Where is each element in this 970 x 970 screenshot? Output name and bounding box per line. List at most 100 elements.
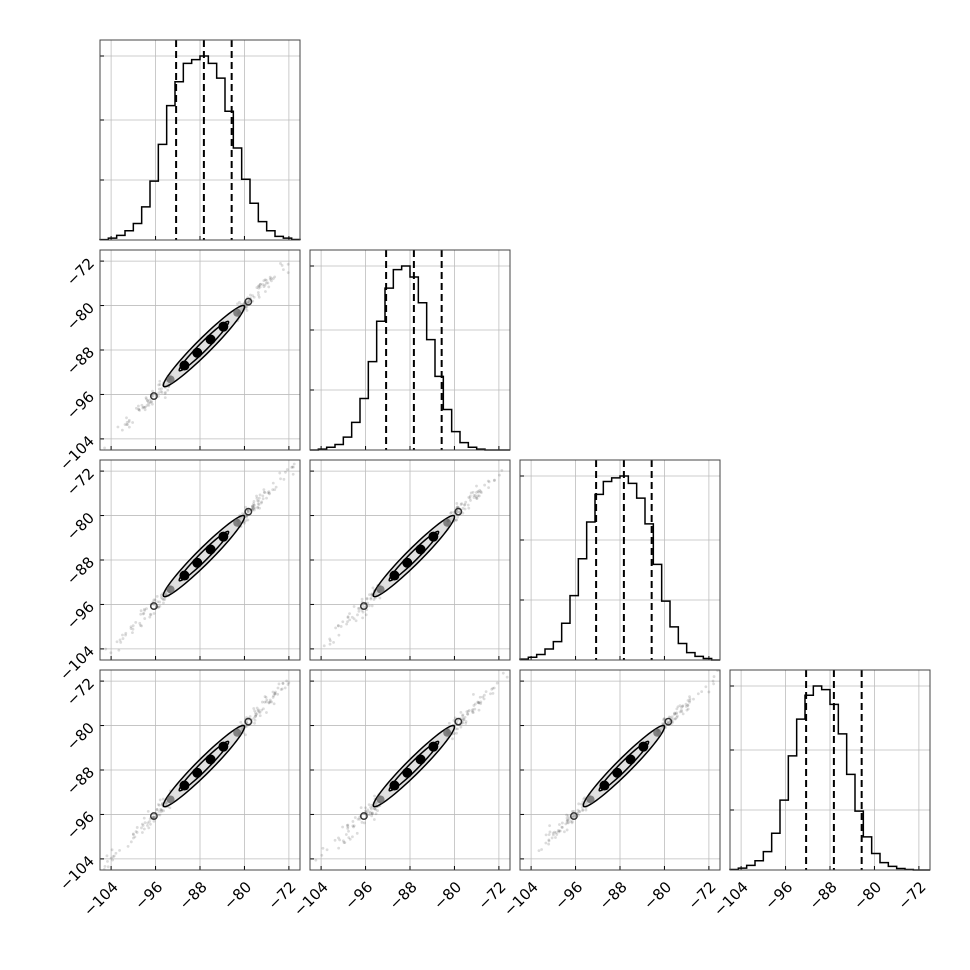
- scatter-point: [473, 494, 477, 497]
- scatter-point: [355, 831, 359, 835]
- scatter-point: [258, 506, 261, 510]
- scatter-point: [474, 491, 478, 494]
- scatter-point: [344, 833, 348, 836]
- scatter-point: [361, 603, 365, 607]
- scatter-point: [357, 607, 360, 610]
- scatter-point: [250, 504, 254, 508]
- scatter-point: [370, 807, 373, 811]
- scatter-point: [157, 605, 161, 609]
- scatter-point: [459, 503, 463, 506]
- scatter-point: [465, 710, 469, 714]
- scatter-point: [479, 491, 483, 494]
- scatter-point: [704, 685, 708, 689]
- x-tick-label: −80: [430, 878, 465, 913]
- scatter-point: [696, 692, 700, 696]
- scatter-point: [456, 510, 459, 513]
- scatter-point: [257, 284, 261, 288]
- scatter-point: [138, 621, 142, 625]
- scatter-point: [675, 711, 678, 715]
- scatter-point: [341, 839, 345, 843]
- scatter-point: [164, 391, 167, 394]
- scatter-point: [159, 810, 163, 814]
- scatter-point: [276, 686, 280, 690]
- scatter-point: [152, 612, 156, 615]
- scatter-point: [148, 615, 152, 619]
- scatter-point: [109, 856, 113, 860]
- scatter-point: [358, 607, 361, 610]
- scatter-point: [565, 819, 569, 823]
- scatter-point: [254, 711, 257, 715]
- density-blob: [415, 544, 426, 555]
- scatter-point: [159, 808, 163, 812]
- scatter-point: [461, 506, 465, 510]
- scatter-point: [338, 838, 342, 842]
- scatter-point: [337, 633, 341, 637]
- scatter-point: [144, 397, 148, 401]
- scatter-point: [563, 830, 566, 834]
- scatter-point: [262, 490, 266, 494]
- scatter-point: [472, 693, 475, 696]
- contour-inner: [388, 740, 440, 792]
- scatter-point: [292, 462, 296, 466]
- density-blob: [428, 531, 439, 542]
- scatter-point: [674, 712, 678, 716]
- scatter-point: [96, 657, 99, 660]
- scatter-point: [291, 465, 294, 469]
- scatter-point: [352, 825, 355, 829]
- scatter-point: [472, 496, 476, 499]
- scatter-point: [337, 846, 341, 850]
- scatter-point: [256, 709, 260, 713]
- scatter-point: [263, 695, 267, 698]
- scatter-point: [361, 616, 365, 620]
- scatter-point: [578, 810, 582, 814]
- scatter-point: [273, 692, 277, 695]
- histogram-panel-1: [309, 249, 511, 451]
- scatter-point: [136, 404, 140, 408]
- scatter-point: [146, 401, 150, 405]
- scatter-point: [570, 820, 574, 823]
- scatter-point: [141, 824, 145, 827]
- scatter-point: [464, 721, 468, 725]
- scatter-point: [487, 486, 490, 489]
- scatter-point: [277, 682, 281, 686]
- scatter-point: [469, 491, 473, 495]
- scatter-point: [476, 494, 480, 498]
- density-blob: [376, 795, 385, 804]
- scatter-point: [159, 596, 163, 599]
- scatter-point: [351, 820, 355, 823]
- scatter-point: [151, 389, 154, 393]
- scatter-point: [157, 809, 161, 813]
- scatter-point: [332, 640, 335, 644]
- scatter-point: [328, 642, 332, 646]
- scatter-point: [670, 715, 674, 719]
- scatter-point: [263, 700, 267, 704]
- x-tick-label: −80: [640, 878, 675, 913]
- histogram-step: [99, 55, 301, 241]
- density-ring: [149, 812, 158, 821]
- scatter-point: [334, 626, 338, 630]
- scatter-point: [141, 405, 145, 409]
- x-tick-label: −72: [895, 878, 930, 913]
- scatter-point: [516, 454, 519, 457]
- scatter-point: [134, 830, 138, 833]
- scatter-point: [565, 813, 569, 817]
- scatter-point: [573, 814, 577, 818]
- scatter-point: [127, 418, 131, 422]
- scatter-point: [360, 820, 364, 824]
- density-blob: [179, 570, 190, 581]
- scatter-point: [158, 813, 162, 817]
- scatter-point: [673, 712, 677, 716]
- scatter-point: [455, 505, 459, 509]
- scatter-point: [257, 293, 260, 297]
- density-ring: [244, 507, 253, 516]
- scatter-point: [369, 811, 372, 815]
- scatter-point: [148, 401, 152, 405]
- density-blob: [192, 557, 203, 568]
- scatter-point: [134, 620, 138, 624]
- scatter-point: [286, 262, 290, 266]
- scatter-point: [155, 594, 159, 598]
- scatter-point: [471, 708, 475, 711]
- scatter-point: [280, 687, 284, 691]
- scatter-point: [260, 708, 264, 712]
- scatter-panel-2-0: [96, 459, 301, 661]
